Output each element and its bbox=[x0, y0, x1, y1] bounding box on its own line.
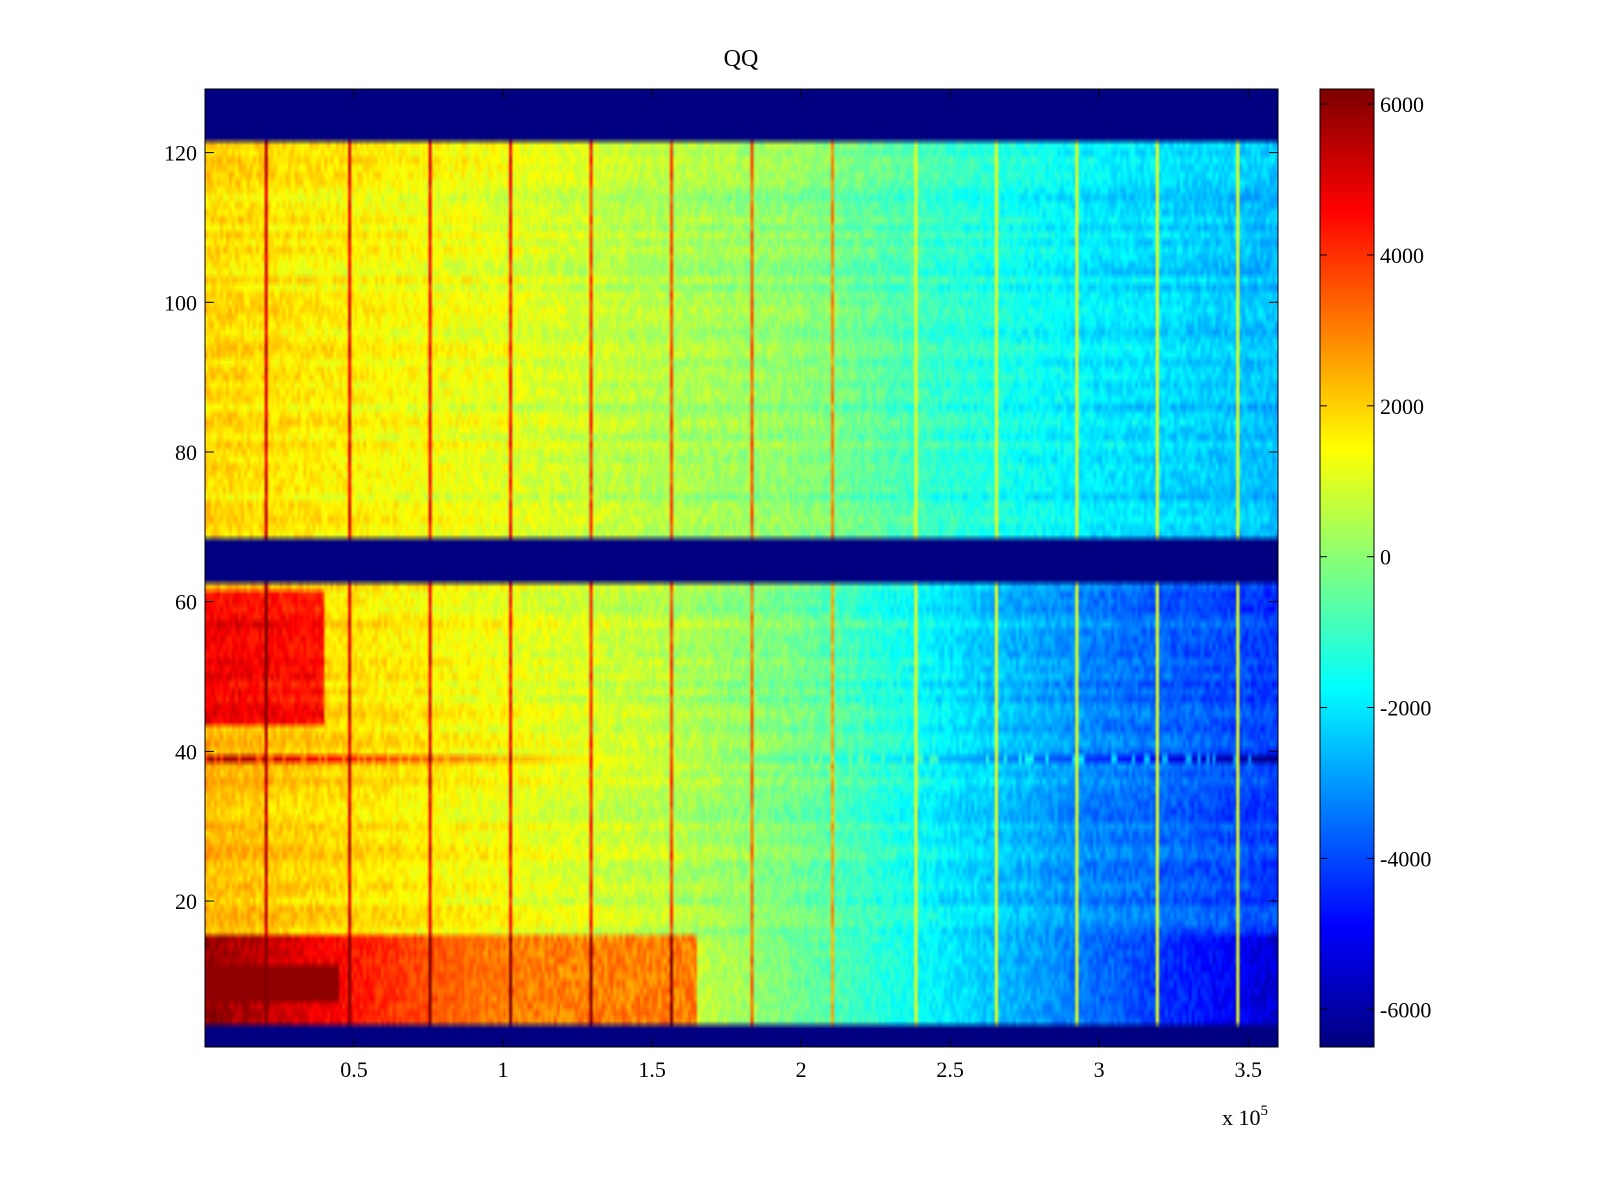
colorbar-ticks: 6000 4000 2000 0 -2000 -4000 -6000 bbox=[1320, 92, 1431, 1022]
colorbar-tick-label: 4000 bbox=[1380, 243, 1424, 268]
colorbar-tick-label: 6000 bbox=[1380, 92, 1424, 117]
y-tick-label: 80 bbox=[175, 440, 197, 465]
x-tick-label: 3 bbox=[1094, 1057, 1105, 1082]
y-tick-label: 60 bbox=[175, 590, 197, 615]
y-axis: 20 40 60 80 100 120 bbox=[164, 141, 1278, 914]
y-tick-label: 40 bbox=[175, 739, 197, 764]
colorbar-gradient bbox=[1320, 89, 1374, 1047]
svg-text:x 105: x 105 bbox=[1222, 1103, 1268, 1130]
x-tick-label: 1 bbox=[498, 1057, 509, 1082]
colorbar-tick-label: -4000 bbox=[1380, 846, 1431, 871]
x-tick-label: 2.5 bbox=[936, 1057, 964, 1082]
y-tick-label: 100 bbox=[164, 290, 197, 315]
colorbar-frame bbox=[1319, 88, 1375, 1048]
x-axis-scale-label: x 105 bbox=[1222, 1103, 1268, 1130]
colorbar-tick-label: 0 bbox=[1380, 545, 1391, 570]
plot-area bbox=[204, 88, 1279, 1048]
x-tick-label: 0.5 bbox=[340, 1057, 368, 1082]
plot-frame bbox=[204, 88, 1279, 1048]
x-tick-label: 3.5 bbox=[1234, 1057, 1262, 1082]
x-tick-label: 2 bbox=[796, 1057, 807, 1082]
x-axis: 0.5 1 1.5 2 2.5 3 3.5 bbox=[340, 89, 1262, 1082]
x-tick-label: 1.5 bbox=[638, 1057, 666, 1082]
x-scale-exponent: 5 bbox=[1261, 1103, 1269, 1119]
heatmap-image bbox=[205, 89, 1278, 1047]
colorbar-tick-label: 2000 bbox=[1380, 394, 1424, 419]
colorbar-tick-label: -2000 bbox=[1380, 696, 1431, 721]
y-tick-label: 20 bbox=[175, 889, 197, 914]
colorbar-tick-label: -6000 bbox=[1380, 997, 1431, 1022]
y-tick-label: 120 bbox=[164, 141, 197, 166]
chart-title: QQ bbox=[724, 46, 759, 72]
colorbar: 6000 4000 2000 0 -2000 -4000 -6000 bbox=[1319, 88, 1431, 1048]
x-scale-base: x 10 bbox=[1222, 1105, 1261, 1130]
